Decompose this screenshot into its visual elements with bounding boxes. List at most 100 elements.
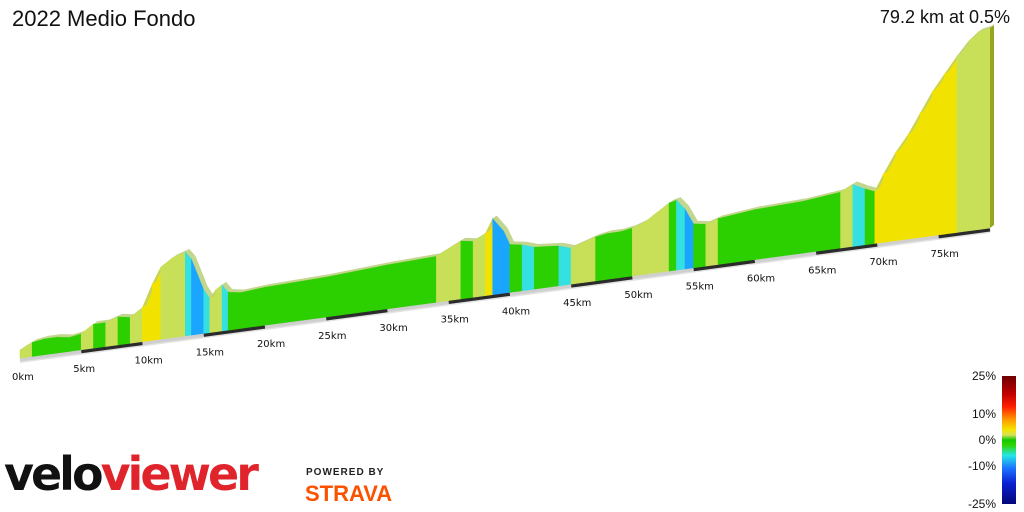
profile-segment	[387, 255, 437, 310]
distance-axis-segment	[877, 234, 939, 247]
profile-segment-top	[534, 242, 563, 248]
profile-segment-top	[978, 25, 994, 32]
profile-segment	[172, 251, 186, 338]
profile-segment-top	[492, 215, 508, 232]
distance-tick-label: 5km	[73, 364, 95, 375]
gradient-scale-label: 10%	[971, 407, 996, 422]
distance-tick-label: 30km	[379, 323, 407, 334]
profile-segment	[607, 231, 621, 280]
profile-segment	[460, 240, 474, 300]
page-title: 2022 Medio Fondo	[12, 6, 196, 31]
distance-tick-label: 40km	[502, 306, 530, 317]
logo-viewer: viewer	[100, 447, 259, 501]
profile-segment	[80, 323, 94, 351]
profile-segment	[754, 200, 805, 260]
distance-axis-segment	[509, 283, 572, 296]
strava-logo: STRAVA	[305, 481, 393, 506]
distance-axis-segment	[754, 250, 817, 263]
distance-axis-segment	[203, 324, 266, 337]
profile-segment	[521, 244, 535, 292]
profile-segment-top	[754, 197, 808, 210]
distance-tick-label: 20km	[257, 339, 285, 350]
profile-segment	[325, 264, 388, 318]
profile-segment-top	[387, 253, 441, 265]
profile-segment	[619, 227, 633, 278]
distance-tick-label: 35km	[441, 315, 469, 326]
distance-tick-label: 15km	[196, 347, 224, 358]
profile-segment	[492, 217, 505, 295]
distance-tick-label: 50km	[624, 290, 652, 301]
distance-axis-segment	[19, 349, 82, 362]
profile-segment	[583, 236, 596, 283]
profile-segment-top	[632, 219, 649, 228]
distance-tick-label: 10km	[134, 356, 162, 367]
profile-segment	[840, 183, 854, 249]
profile-segment-top	[852, 181, 870, 189]
profile-segment	[668, 199, 677, 272]
elevation-profile	[19, 25, 994, 359]
distance-axis-segment	[938, 227, 991, 239]
profile-segment	[978, 27, 991, 230]
profile-segment-top	[803, 189, 845, 201]
elevation-profile-chart: 0km 5km 10km 15km 20km 25km 30km 35km 40km 45km 50…	[12, 25, 994, 383]
distance-axis-segment	[815, 242, 878, 255]
profile-segment	[864, 188, 876, 246]
distance-tick-label: 55km	[686, 282, 714, 293]
profile-segment	[705, 217, 719, 267]
profile-segment-top	[620, 224, 637, 232]
distance-axis-segment	[448, 291, 511, 305]
gradient-scale-label: 25%	[971, 369, 996, 383]
profile-segment-top	[117, 313, 135, 318]
profile-segment-top	[669, 197, 681, 204]
distance-tick-label: 65km	[808, 265, 836, 276]
profile-segment	[93, 322, 107, 349]
gradient-scale-label: 0%	[978, 433, 996, 447]
profile-segment-top	[68, 330, 86, 338]
profile-segment-top	[56, 334, 73, 338]
profile-segment-top	[685, 205, 698, 224]
profile-segment	[56, 336, 70, 354]
profile-segment	[227, 291, 241, 331]
distance-tick-label: 0km	[12, 372, 34, 383]
profile-segment	[803, 191, 841, 254]
profile-segment-top	[203, 286, 214, 299]
gradient-scale-label: -25%	[967, 497, 996, 511]
profile-segment	[534, 245, 560, 290]
profile-segment-top	[607, 228, 625, 234]
profile-segment	[852, 183, 866, 247]
profile-segment	[221, 284, 229, 332]
profile-segment-top	[558, 242, 576, 249]
gradient-scale-label: -10%	[967, 458, 996, 473]
profile-segment-top	[326, 261, 392, 277]
profile-segment-top	[185, 248, 196, 260]
profile-segment-top	[503, 228, 514, 245]
profile-segment-top	[32, 335, 49, 343]
profile-segment	[448, 240, 462, 301]
profile-segment-top	[240, 284, 269, 293]
profile-segment-top	[460, 237, 478, 242]
profile-segment-top	[718, 206, 759, 219]
veloviewer-logo: veloviewer	[4, 444, 259, 504]
distance-tick-label: 60km	[747, 274, 775, 285]
profile-segment	[509, 244, 523, 293]
profile-segment	[129, 306, 143, 344]
profile-segment	[717, 209, 756, 265]
profile-segment	[215, 284, 223, 333]
profile-segment-top	[20, 339, 37, 350]
distance-axis-segment	[142, 332, 204, 346]
distance-tick-label: 25km	[318, 331, 346, 342]
profile-segment-top	[264, 273, 331, 288]
profile-segment	[644, 212, 658, 275]
distance-axis-segment	[80, 341, 143, 354]
profile-segment	[632, 221, 645, 277]
profile-segment-top	[676, 197, 690, 209]
profile-segment	[19, 341, 33, 359]
profile-segment	[436, 248, 449, 303]
profile-segment	[117, 316, 131, 346]
route-summary: 79.2 km at 0.5%	[879, 7, 1010, 27]
gradient-color-scale	[1002, 376, 1016, 504]
distance-axis-segment	[632, 267, 694, 280]
profile-segment-top	[197, 271, 208, 290]
profile-segment	[968, 30, 980, 232]
profile-segment	[944, 55, 958, 235]
